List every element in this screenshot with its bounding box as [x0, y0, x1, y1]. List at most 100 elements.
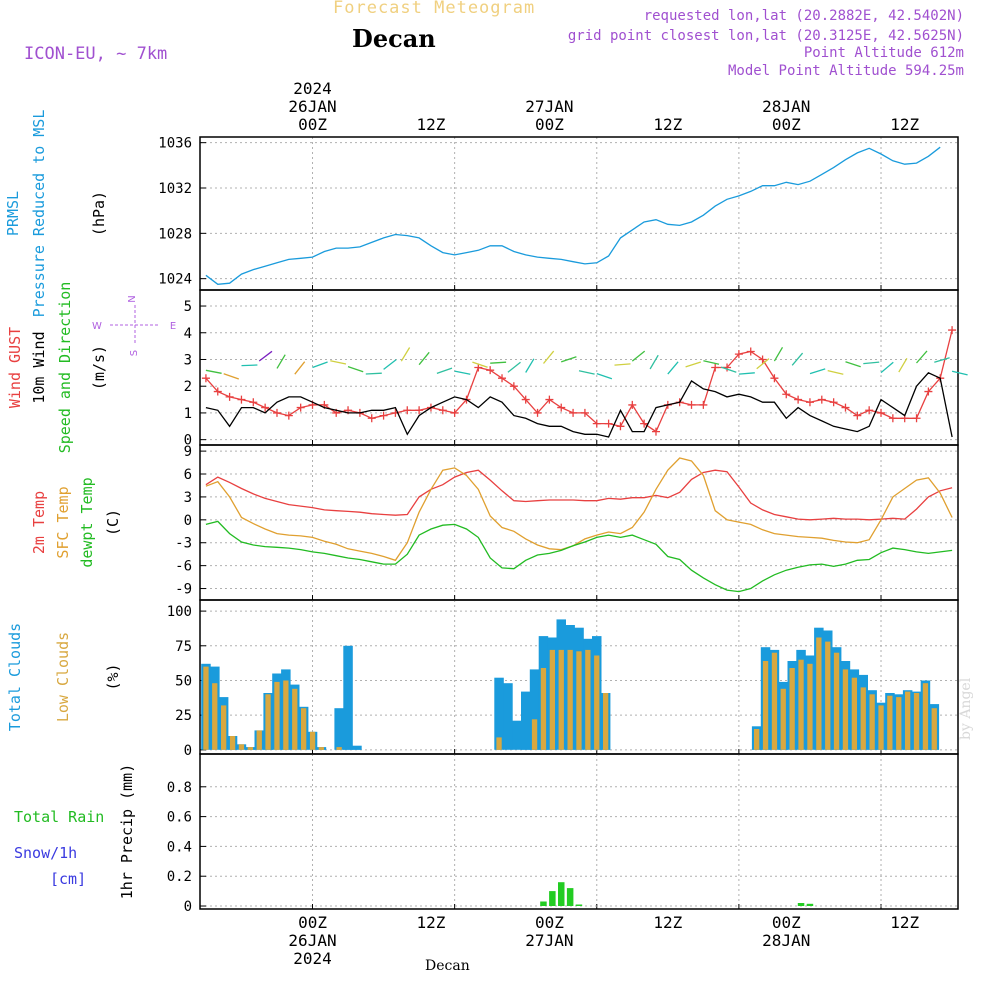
wind-direction-arrow [685, 361, 701, 368]
gust-marker [261, 403, 270, 412]
x-top-tick-label: 2024 [293, 79, 332, 98]
bar-rain [558, 882, 565, 906]
wind-direction-arrow [934, 357, 950, 363]
x-bottom-tick-label: 26JAN [288, 931, 336, 950]
gust-marker [758, 355, 767, 364]
gust-marker [367, 414, 376, 423]
bar-low [292, 688, 298, 750]
wind-direction-arrow [631, 350, 646, 362]
compass-west: W [92, 321, 102, 332]
bar-low [318, 747, 324, 750]
compass-south: S [129, 350, 140, 356]
series-line [205, 469, 953, 521]
wind-direction-arrow [560, 356, 577, 363]
panel-axis-label: (C) [104, 509, 122, 536]
bar-low [762, 661, 769, 750]
bar-total [352, 745, 362, 750]
wind-arrows [205, 346, 968, 380]
bar-low [221, 705, 227, 750]
model-point-altitude: Model Point Altitude 594.25m [727, 63, 964, 79]
x-top-tick-label: 12Z [890, 115, 919, 134]
gust-marker [415, 406, 424, 415]
wind-direction-arrow [703, 360, 720, 365]
x-top-tick-label: 12Z [653, 115, 682, 134]
bar-low [567, 649, 573, 750]
gust-marker [628, 400, 637, 409]
bar-low [549, 649, 555, 750]
panel-axis-label: Pressure Reduced to MSL [30, 110, 48, 318]
y-tick-label: 1028 [158, 226, 192, 242]
y-tick-label: -6 [175, 559, 192, 575]
gust-marker [687, 400, 696, 409]
panel-precip: 0 0.2 0.4 0.6 0.8 1hr Precip (mm) Total Rain Sn… [14, 753, 959, 915]
gust-marker [201, 374, 210, 383]
wind-direction-arrow [312, 361, 328, 369]
gust-marker [912, 414, 921, 423]
panel-axis-label: Low Clouds [54, 632, 72, 722]
bar-low [896, 697, 902, 750]
gust-marker [438, 406, 447, 415]
gust-marker [711, 363, 720, 372]
y-tick-label: 5 [184, 299, 192, 315]
x-top-tick-label: 00Z [298, 115, 327, 134]
y-tick-label: 0.8 [167, 780, 192, 796]
gust-marker [569, 408, 578, 417]
gridpoint-coordinates: grid point closest lon,lat (20.3125E, 42… [567, 28, 964, 44]
bar-total [343, 645, 353, 750]
wind-direction-arrow [454, 370, 471, 375]
gust-marker [284, 411, 293, 420]
y-tick-label: 1 [184, 406, 192, 422]
bar-low [603, 693, 609, 750]
panel-frame [199, 444, 959, 601]
gust-marker [498, 374, 507, 383]
x-bottom-tick-label: 28JAN [762, 931, 810, 950]
bar-low [851, 677, 857, 750]
y-tick-label: 9 [184, 444, 192, 460]
gust-marker [924, 387, 933, 396]
gust-marker [888, 414, 897, 423]
gust-marker [592, 419, 601, 428]
gust-marker [841, 403, 850, 412]
bar-total [512, 720, 522, 750]
wind-direction-arrow [863, 361, 880, 365]
bar-rain [806, 903, 814, 906]
gust-marker [580, 408, 589, 417]
x-bottom-tick-label: 2024 [293, 949, 332, 968]
bar-low [336, 747, 342, 750]
series-line [205, 457, 953, 562]
bar-low [531, 719, 538, 750]
x-bottom-tick-label: 00Z [535, 913, 564, 932]
x-top-tick-label: 12Z [417, 115, 446, 134]
bar-low [860, 687, 866, 750]
compass-north: N [127, 295, 138, 302]
gust-marker [829, 398, 838, 407]
bar-low [825, 641, 831, 750]
bar-low [540, 668, 547, 750]
bar-rain [575, 904, 583, 906]
y-tick-label: 3 [184, 352, 192, 368]
bar-rain [566, 888, 574, 906]
panel-axis-label: Wind GUST [6, 327, 24, 408]
y-tick-label: 3 [184, 490, 192, 506]
y-tick-label: 100 [167, 604, 192, 620]
panel-axis-label: PRMSL [4, 191, 22, 236]
gust-marker [782, 390, 791, 399]
bar-low [913, 693, 920, 750]
gust-marker [817, 395, 826, 404]
precip-legend-label: [cm] [50, 870, 86, 888]
gust-marker [213, 387, 222, 396]
bar-low [905, 691, 911, 750]
y-tick-label: 25 [175, 708, 192, 724]
gust-marker [272, 408, 281, 417]
x-bottom-tick-label: 00Z [298, 913, 327, 932]
x-bottom-tick-label: 12Z [890, 913, 919, 932]
y-tick-label: 0 [184, 899, 192, 915]
gust-marker [486, 366, 495, 375]
wind-direction-arrow [472, 361, 488, 368]
bar-total [529, 669, 540, 750]
gust-marker [948, 326, 957, 335]
wind-direction-arrow [756, 358, 770, 370]
y-tick-label: 0 [184, 513, 192, 529]
station-name: Decan [352, 24, 436, 53]
